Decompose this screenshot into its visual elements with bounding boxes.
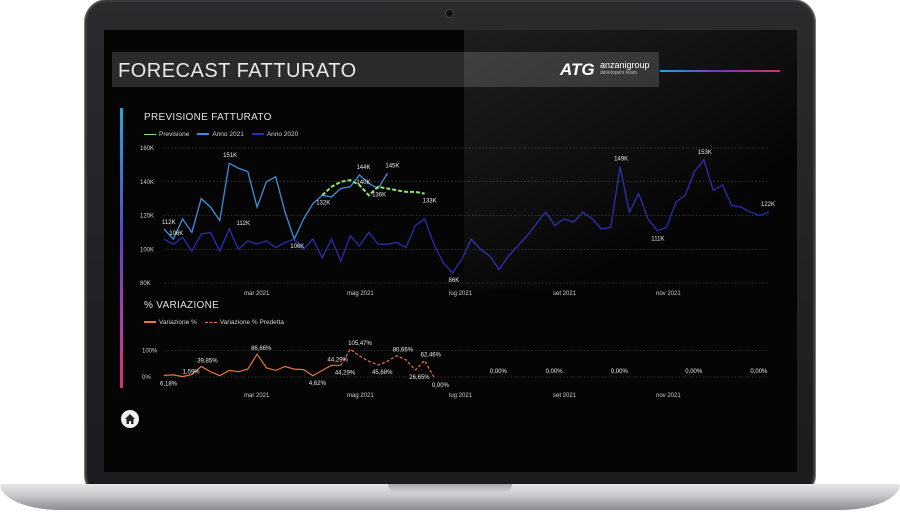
data-label: 86K <box>449 278 460 284</box>
variation-legend: Variazione % Variazione % Predetta <box>144 319 284 326</box>
data-label: 122K <box>761 202 775 208</box>
data-label: 44,29% <box>328 357 349 363</box>
legend-item-previsione[interactable]: Previsione <box>144 131 189 138</box>
y-tick-label: 0% <box>142 375 151 381</box>
data-label: 151K <box>223 153 237 159</box>
data-label: 1,59% <box>183 370 201 376</box>
logo-text: anzanigroup <box>600 60 650 70</box>
series-line <box>340 348 435 378</box>
legend-label: Anno 2020 <box>266 131 299 138</box>
x-tick-label: mag 2021 <box>347 291 374 297</box>
y-tick-label: 120K <box>140 214 154 220</box>
data-label: 153K <box>698 150 712 156</box>
y-tick-label: 140K <box>140 180 154 186</box>
home-button[interactable] <box>121 410 139 428</box>
x-tick-label: lug 2021 <box>449 393 473 399</box>
x-tick-label: nov 2021 <box>656 393 681 399</box>
legend-label: Variazione % Predetta <box>219 319 285 326</box>
x-tick-label: set 2021 <box>553 393 577 399</box>
legend-item-anno-2020[interactable]: Anno 2020 <box>251 131 299 138</box>
data-label: 6,18% <box>160 381 178 387</box>
data-label: 0,00% <box>750 369 768 375</box>
data-label: 111K <box>651 237 664 243</box>
report-header: FORECAST FATTURATO ATG anzanigroup devel… <box>112 52 659 87</box>
y-tick-label: 80K <box>140 281 151 287</box>
data-label: 39,85% <box>197 358 218 364</box>
data-label: 136K <box>372 193 386 199</box>
data-label: 145K <box>385 163 399 169</box>
data-label: 0,00% <box>432 383 450 389</box>
accent-bar <box>120 108 123 388</box>
data-label: 26,65% <box>409 375 430 381</box>
laptop-notch <box>388 484 512 492</box>
page-title: FORECAST FATTURATO <box>118 60 357 82</box>
data-label: 106K <box>290 244 304 250</box>
data-label: 105,47% <box>348 341 372 347</box>
data-label: 106K <box>169 231 183 237</box>
data-label: 112K <box>236 221 250 227</box>
data-label: 144K <box>356 165 370 171</box>
series-line <box>163 353 341 378</box>
series-line <box>163 162 388 241</box>
data-label: 133K <box>423 199 437 205</box>
x-tick-label: mar 2021 <box>244 291 270 297</box>
legend-item-anno-2021[interactable]: Anno 2021 <box>197 131 244 138</box>
charts-canvas: 160K 140K 120K 100K 80K mar 2021 mag 2021 lug 2… <box>140 146 775 399</box>
home-icon <box>125 414 135 424</box>
data-label: 62,46% <box>421 353 442 359</box>
company-logo: ATG anzanigroup developers team <box>560 60 652 80</box>
logo-mark: ATG <box>560 60 595 79</box>
x-tick-label: mag 2021 <box>347 393 374 399</box>
x-tick-label: mar 2021 <box>244 393 270 399</box>
data-label: 149K <box>614 157 628 163</box>
data-label: 140K <box>356 180 370 186</box>
data-label: 0,00% <box>490 369 508 375</box>
legend-item-variazione-predetta[interactable]: Variazione % Predetta <box>204 319 285 326</box>
screen: FORECAST FATTURATO ATG anzanigroup devel… <box>104 30 797 472</box>
forecast-legend: Previsione Anno 2021 Anno 2020 <box>144 131 298 138</box>
camera-icon <box>446 10 453 17</box>
legend-label: Previsione <box>159 131 190 138</box>
legend-label: Anno 2021 <box>212 131 244 138</box>
data-label: 45,68% <box>372 370 393 376</box>
data-label: 86,66% <box>251 346 272 352</box>
y-tick-label: 160K <box>140 146 154 152</box>
data-label: 0,00% <box>611 369 629 375</box>
data-label: 4,62% <box>309 381 327 387</box>
variation-chart-title: % VARIAZIONE <box>144 300 220 311</box>
x-tick-label: lug 2021 <box>449 291 473 297</box>
x-tick-label: nov 2021 <box>656 291 681 297</box>
header-accent-line <box>660 70 780 72</box>
y-tick-label: 100K <box>140 247 154 253</box>
data-label: 44,29% <box>335 370 356 376</box>
data-label: 112K <box>162 220 176 226</box>
legend-item-variazione[interactable]: Variazione % <box>144 319 197 326</box>
legend-label: Variazione % <box>159 319 197 326</box>
data-label: 0,00% <box>685 369 703 375</box>
data-label: 80,66% <box>393 348 414 354</box>
y-tick-label: 100% <box>142 349 158 355</box>
series-line <box>321 179 425 197</box>
data-label: 0,00% <box>546 369 564 375</box>
forecast-chart-title: PREVISIONE FATTURATO <box>144 112 272 123</box>
logo-subtitle: developers team <box>600 70 637 76</box>
x-tick-label: set 2021 <box>553 291 577 297</box>
data-label: 132K <box>316 200 330 206</box>
series-line <box>163 158 770 274</box>
